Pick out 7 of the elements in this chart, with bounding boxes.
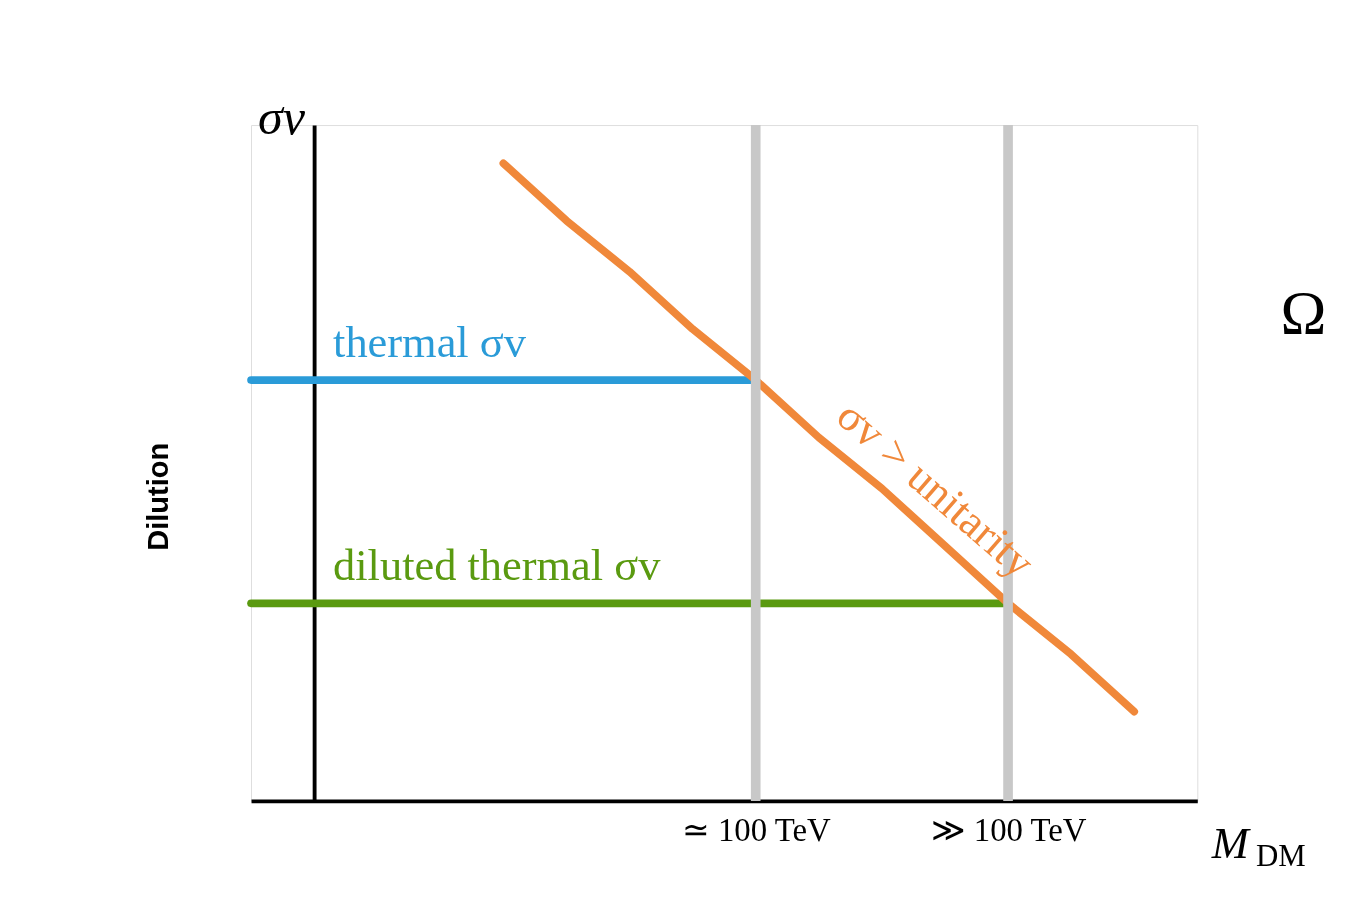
series-label: thermal σv: [333, 316, 527, 367]
y-axis-title: σv: [257, 89, 306, 146]
x-tick-label: ≫ 100 TeV: [930, 812, 1087, 849]
series-label: diluted thermal σv: [333, 540, 662, 591]
text: Dilution: [142, 442, 175, 551]
x-tick-label: ≃ 100 TeV: [681, 812, 832, 849]
text: Ω: [1280, 277, 1327, 346]
